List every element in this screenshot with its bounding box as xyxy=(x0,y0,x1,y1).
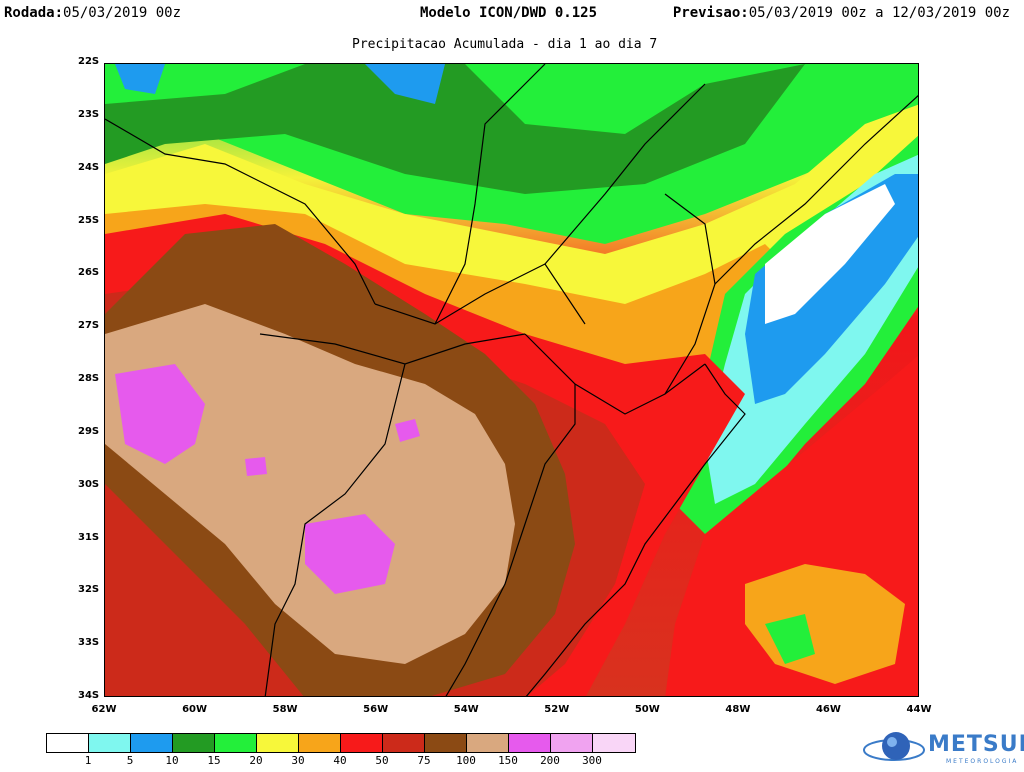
logo-subtitle: METEOROLOGIA xyxy=(946,758,1019,765)
lat-tick-label: 31S xyxy=(78,531,100,543)
legend-label: 40 xyxy=(333,754,347,767)
forecast-period: Previsao:05/03/2019 00z a 12/03/2019 00z xyxy=(673,5,1010,21)
lat-tick-label: 28S xyxy=(78,373,100,384)
precipitation-map xyxy=(104,63,919,697)
legend-label: 300 xyxy=(582,754,602,767)
legend-label: 100 xyxy=(456,754,476,767)
legend-swatch xyxy=(341,734,383,752)
lon-tick-label: 48W xyxy=(725,704,751,715)
map-subtitle: Precipitacao Acumulada - dia 1 ao dia 7 xyxy=(352,37,658,52)
lon-tick-label: 58W xyxy=(272,704,298,715)
legend-label: 150 xyxy=(498,754,518,767)
lon-tick-label: 52W xyxy=(544,704,570,715)
legend-labels: 1 5 10 15 20 30 40 50 75 100 150 200 300 xyxy=(0,754,700,768)
legend-swatch xyxy=(257,734,299,752)
lon-tick-label: 60W xyxy=(182,704,208,715)
legend-swatch xyxy=(131,734,173,752)
lat-tick-label: 29S xyxy=(78,425,100,437)
forecast-label: Previsao: xyxy=(672,5,749,21)
logo-text: METSUL xyxy=(928,732,1024,757)
precipitation-legend xyxy=(46,733,636,753)
lon-tick-label: 62W xyxy=(91,704,117,715)
legend-label: 10 xyxy=(165,754,179,767)
legend-swatch xyxy=(89,734,131,752)
lat-tick-label: 24S xyxy=(78,161,100,173)
legend-swatch xyxy=(215,734,257,752)
model-name: Modelo ICON/DWD 0.125 xyxy=(420,5,598,21)
lon-tick-label: 50W xyxy=(634,704,660,715)
legend-label: 50 xyxy=(375,754,389,767)
lat-tick-label: 32S xyxy=(78,584,100,596)
legend-label: 75 xyxy=(417,754,431,767)
globe-icon xyxy=(863,732,925,761)
legend-swatch xyxy=(509,734,551,752)
legend-label: 5 xyxy=(126,754,134,767)
lon-tick-label: 56W xyxy=(363,704,389,715)
lat-tick-label: 25S xyxy=(78,214,100,226)
lon-tick-label: 44W xyxy=(906,704,932,715)
legend-swatch xyxy=(299,734,341,752)
lat-tick-label: 33S xyxy=(78,637,100,649)
legend-label: 1 xyxy=(84,754,92,767)
run-label: Rodada: xyxy=(4,5,64,21)
legend-swatch xyxy=(593,734,635,752)
legend-label: 200 xyxy=(540,754,560,767)
metsul-logo: METSUL METEOROLOGIA xyxy=(860,728,1024,768)
lat-tick-label: 30S xyxy=(78,478,100,490)
lon-tick-label: 54W xyxy=(453,704,479,715)
legend-swatch xyxy=(173,734,215,752)
lat-tick-label: 22S xyxy=(78,56,100,67)
lat-tick-label: 34S xyxy=(78,690,100,701)
legend-swatch xyxy=(551,734,593,752)
legend-swatch xyxy=(467,734,509,752)
precipitation-field xyxy=(105,64,918,696)
forecast-value: 05/03/2019 00z a 12/03/2019 00z xyxy=(748,5,1010,21)
legend-label: 20 xyxy=(249,754,263,767)
run-value: 05/03/2019 00z xyxy=(63,5,182,21)
legend-swatch xyxy=(425,734,467,752)
legend-swatch xyxy=(383,734,425,752)
legend-label: 30 xyxy=(291,754,305,767)
legend-swatch xyxy=(47,734,89,752)
legend-label: 15 xyxy=(207,754,221,767)
lat-tick-label: 27S xyxy=(78,320,100,332)
lat-tick-label: 23S xyxy=(78,108,100,120)
run-time: Rodada:05/03/2019 00z xyxy=(4,5,181,21)
lon-tick-label: 46W xyxy=(815,704,841,715)
lat-tick-label: 26S xyxy=(78,267,100,279)
